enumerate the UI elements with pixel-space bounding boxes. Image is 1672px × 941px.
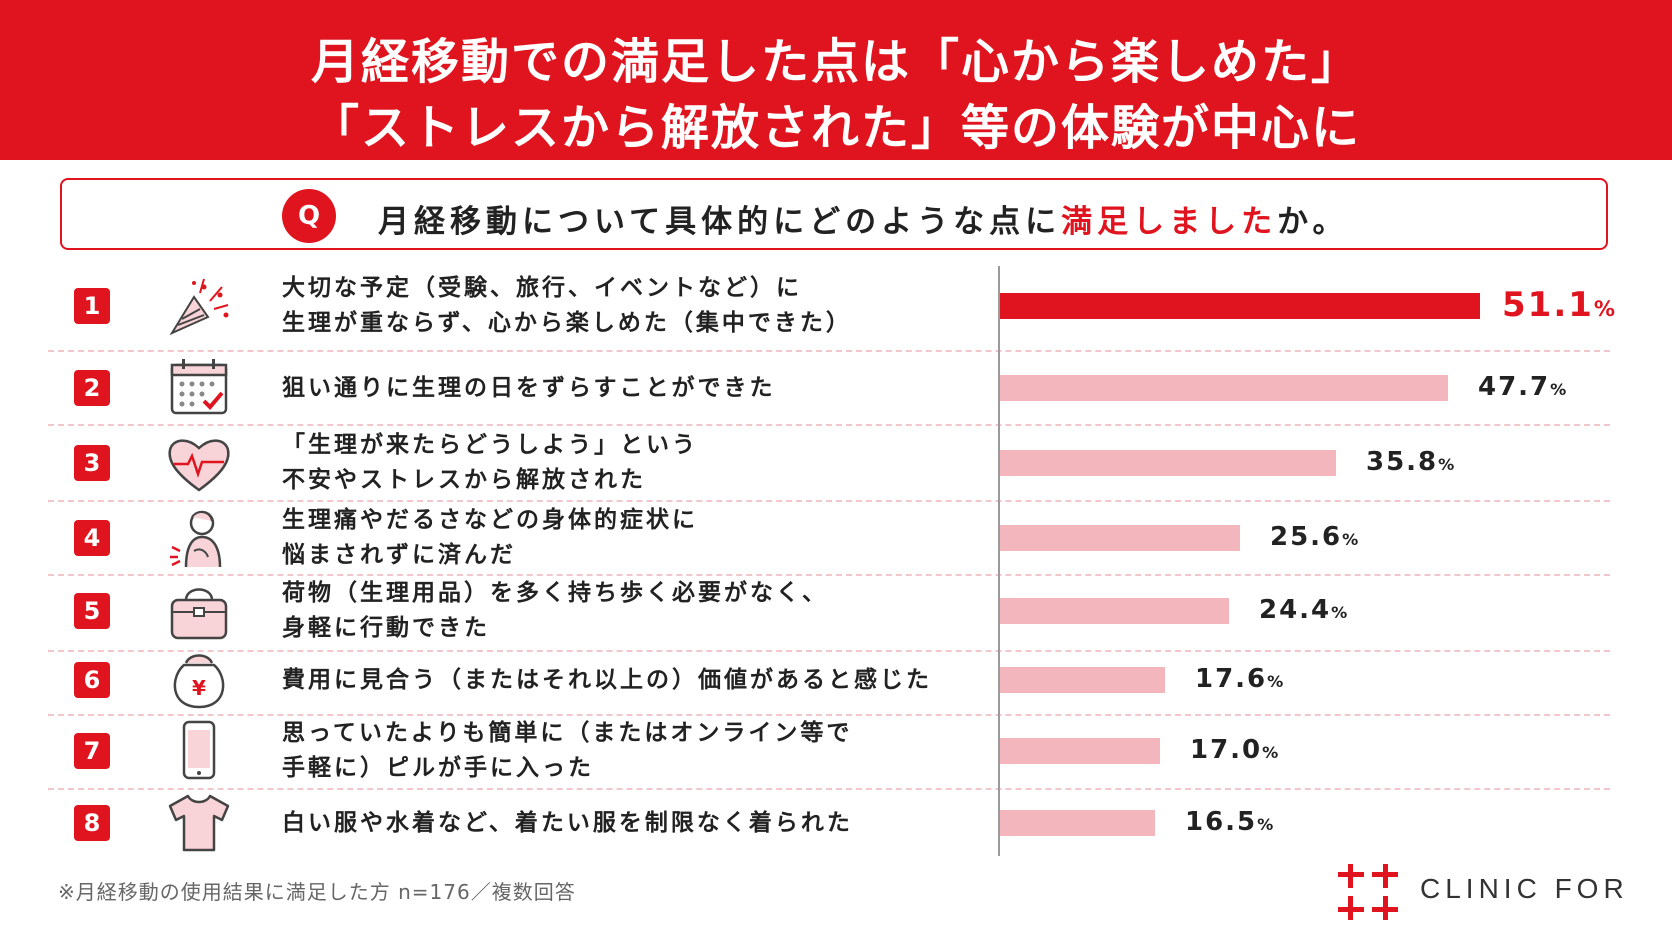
rank-number-7: 7 (74, 733, 110, 769)
row-separator (48, 500, 1610, 502)
value-label-7: 17.0% (1190, 735, 1280, 765)
item-label-line: 「生理が来たらどうしよう」という (282, 432, 698, 458)
item-label-1: 大切な予定（受験、旅行、イベントなど）に生理が重ならず、心から楽しめた（集中でき… (282, 271, 852, 341)
chart-axis-line (998, 266, 1000, 856)
header-title-line-1: 月経移動での満足した点は「心から楽しめた」 (310, 34, 1361, 90)
rank-number-6: 6 (74, 662, 110, 698)
item-label-line: 不安やストレスから解放された (282, 467, 646, 493)
tshirt-icon (164, 792, 234, 854)
question-text-before: 月経移動について具体的にどのような点に (378, 204, 1062, 240)
item-label-8: 白い服や水着など、着たい服を制限なく着られた (282, 806, 853, 841)
item-label-4: 生理痛やだるさなどの身体的症状に 悩まされずに済んだ (282, 503, 698, 573)
woman-pain-icon (164, 507, 234, 569)
item-label-line: 費用に見合う（またはそれ以上の）価値があると感じた (282, 666, 932, 693)
value-unit: % (1331, 602, 1350, 622)
smartphone-icon (164, 720, 234, 782)
bar-3 (1000, 450, 1336, 476)
header-title-line-2: 「ストレスから解放された」等の体験が中心に (310, 100, 1361, 156)
item-label-line: 思っていたよりも簡単に（またはオンライン等で (282, 720, 853, 746)
value-unit: % (1262, 742, 1281, 762)
item-label-line: 生理が重ならず、心から楽しめた（集中できた） (282, 310, 852, 336)
question-text: 月経移動について具体的にどのような点に満足しましたか。 (378, 196, 1348, 241)
item-label-7: 思っていたよりも簡単に（またはオンライン等で 手軽に）ピルが手に入った (282, 716, 852, 786)
value-number: 47.7 (1478, 371, 1551, 402)
value-label-2: 47.7% (1478, 372, 1568, 402)
bar-7 (1000, 738, 1160, 764)
item-label-3: 「生理が来たらどうしよう」という 不安やストレスから解放された (282, 428, 698, 498)
value-unit: % (1550, 379, 1569, 399)
rank-number-2: 2 (74, 370, 110, 406)
row-separator (48, 424, 1610, 426)
value-number: 16.5 (1185, 806, 1258, 837)
rank-number-3: 3 (74, 445, 110, 481)
bar-1 (1000, 293, 1480, 319)
rank-number-4: 4 (74, 520, 110, 556)
handbag-icon (164, 580, 234, 642)
question-text-after: か。 (1277, 204, 1349, 240)
row-separator (48, 788, 1610, 790)
item-label-line: 生理痛やだるさなどの身体的症状に (282, 507, 698, 533)
value-label-8: 16.5% (1185, 807, 1275, 837)
item-label-line: 手軽に）ピルが手に入った (282, 755, 594, 781)
rank-number-5: 5 (74, 593, 110, 629)
value-unit: % (1257, 814, 1276, 834)
value-unit: % (1438, 454, 1457, 474)
rank-number-1: 1 (74, 288, 110, 324)
row-separator (48, 350, 1610, 352)
item-label-line: 荷物（生理用品）を多く持ち歩く必要がなく、 (282, 580, 828, 606)
svg-text:¥: ¥ (192, 676, 206, 700)
value-label-4: 25.6% (1270, 522, 1360, 552)
clinic-for-logo-icon (1338, 864, 1398, 920)
row-separator (48, 714, 1610, 716)
bar-2 (1000, 375, 1448, 401)
value-number: 17.6 (1195, 663, 1268, 694)
value-label-1: 51.1% (1502, 285, 1617, 325)
value-unit: % (1593, 295, 1618, 321)
value-label-5: 24.4% (1259, 595, 1349, 625)
item-label-line: 悩まされずに済んだ (282, 542, 516, 568)
footnote: ※月経移動の使用結果に満足した方 n=176／複数回答 (58, 880, 576, 904)
item-label-line: 狙い通りに生理の日をずらすことができた (282, 374, 776, 401)
row-separator (48, 574, 1610, 576)
value-number: 24.4 (1259, 594, 1332, 625)
value-label-6: 17.6% (1195, 664, 1285, 694)
item-label-line: 白い服や水着など、着たい服を制限なく着られた (282, 809, 853, 836)
bar-4 (1000, 525, 1240, 551)
yen-pouch-icon: ¥ (164, 649, 234, 711)
item-label-2: 狙い通りに生理の日をずらすことができた (282, 371, 776, 406)
heart-pulse-icon (164, 432, 234, 494)
value-unit: % (1342, 529, 1361, 549)
value-number: 35.8 (1366, 446, 1439, 477)
bar-5 (1000, 598, 1229, 624)
row-separator (48, 650, 1610, 652)
bar-6 (1000, 667, 1165, 693)
item-label-line: 身軽に行動できた (282, 615, 490, 641)
bar-8 (1000, 810, 1155, 836)
item-label-6: 費用に見合う（またはそれ以上の）価値があると感じた (282, 663, 932, 698)
question-text-highlight: 満足しました (1061, 204, 1278, 240)
calendar-check-icon (164, 357, 234, 419)
header-banner: 月経移動での満足した点は「心から楽しめた」 「ストレスから解放された」等の体験が… (0, 0, 1672, 160)
value-number: 17.0 (1190, 734, 1263, 765)
party-cracker-icon (164, 275, 234, 337)
value-number: 25.6 (1270, 521, 1343, 552)
rank-number-8: 8 (74, 805, 110, 841)
question-badge: Q (282, 189, 336, 243)
value-label-3: 35.8% (1366, 447, 1456, 477)
logo-text: CLINIC FOR (1420, 873, 1629, 904)
item-label-5: 荷物（生理用品）を多く持ち歩く必要がなく、 身軽に行動できた (282, 576, 828, 646)
item-label-line: 大切な予定（受験、旅行、イベントなど）に (282, 275, 802, 301)
value-number: 51.1 (1502, 284, 1594, 325)
value-unit: % (1267, 671, 1286, 691)
